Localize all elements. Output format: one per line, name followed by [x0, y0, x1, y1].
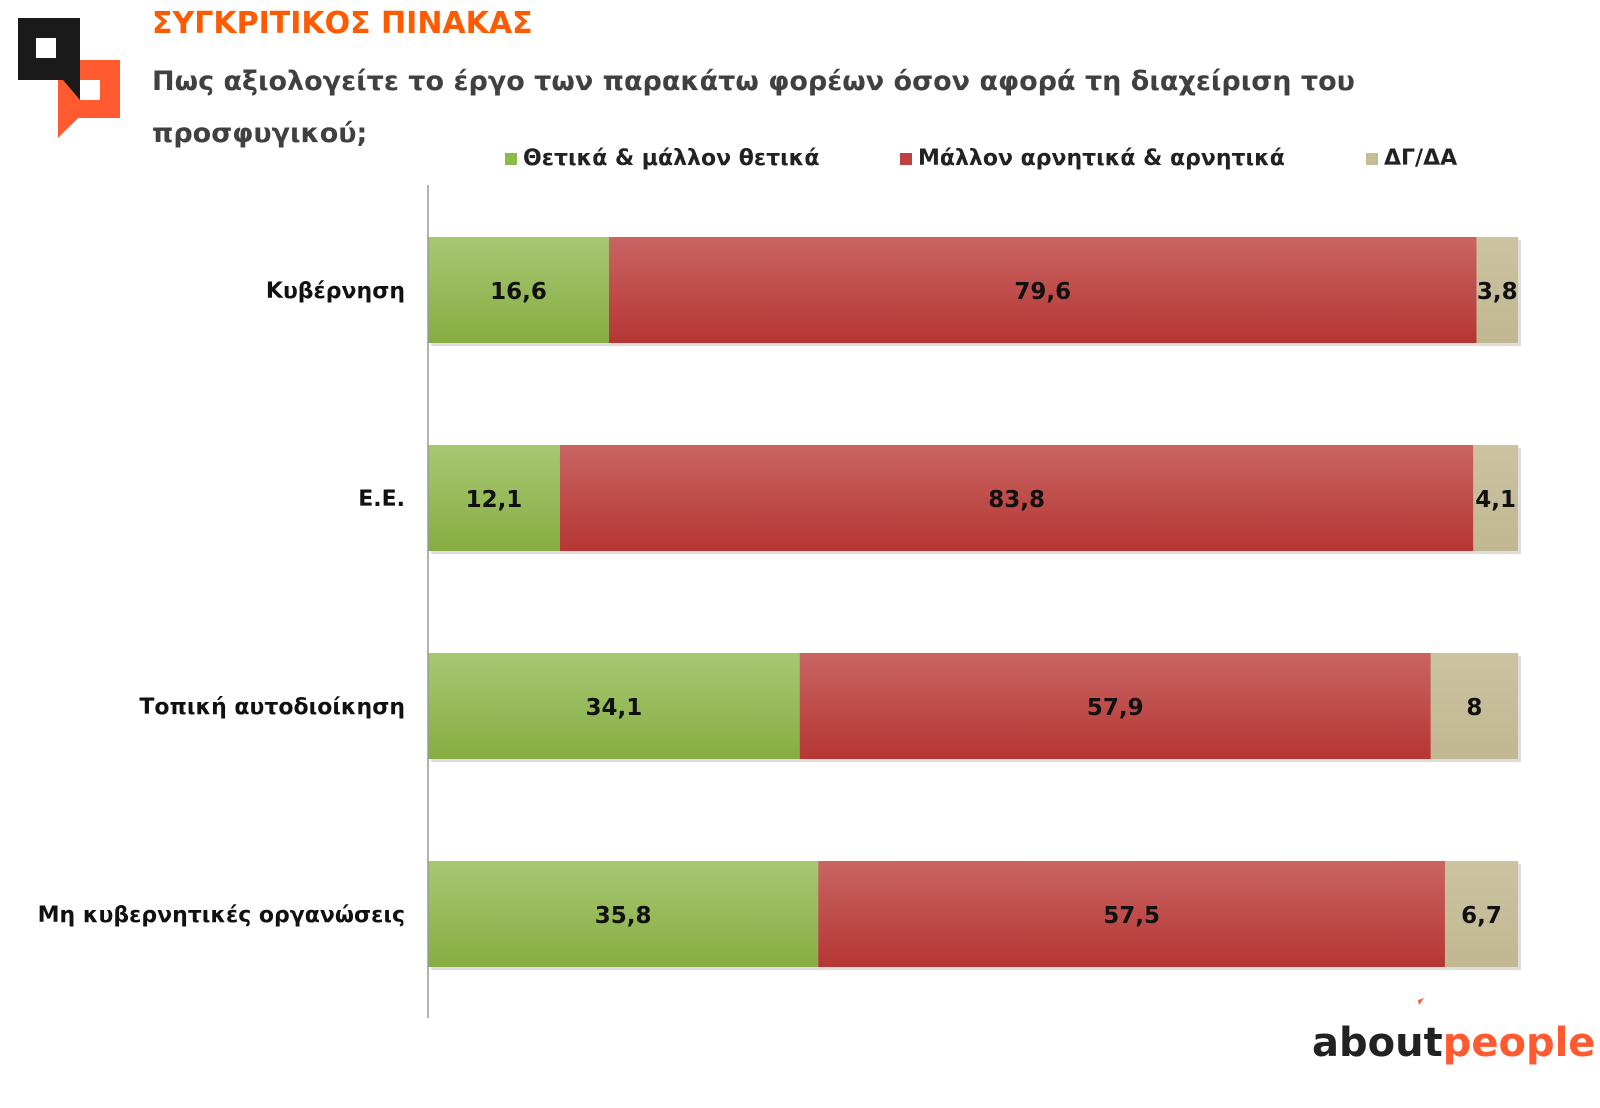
bar-segment [428, 445, 560, 551]
bar-segment [1430, 653, 1518, 759]
data-label: 6,7 [1461, 903, 1502, 929]
bar-segment [1476, 237, 1518, 343]
legend-label: ΔΓ/ΔΑ [1384, 146, 1458, 171]
page-subtitle: Πως αξιολογείτε το έργο των παρακάτω φορ… [152, 66, 1355, 149]
bar-segment [428, 237, 609, 343]
brand-logo-icon [18, 18, 120, 138]
category-label: Ε.Ε. [358, 487, 405, 512]
bar-segment [799, 653, 1431, 759]
data-label: 57,9 [1087, 695, 1144, 721]
legend-item-positive: Θετικά & μάλλον θετικά [505, 146, 819, 171]
data-label: 8 [1466, 695, 1482, 721]
page-title: ΣΥΓΚΡΙΤΙΚΟΣ ΠΙΝΑΚΑΣ [152, 6, 533, 41]
data-label: 79,6 [1014, 279, 1071, 305]
chart-legend: Θετικά & μάλλον θετικά Μάλλον αρνητικά &… [0, 146, 1600, 176]
bar-segment [428, 653, 800, 759]
data-label: 3,8 [1477, 279, 1518, 305]
bar-segment [1473, 445, 1518, 551]
brand-mark-icon [1418, 998, 1424, 1005]
data-label: 34,1 [585, 695, 642, 721]
category-label: Τοπική αυτοδιοίκηση [139, 695, 405, 720]
data-label: 4,1 [1475, 487, 1516, 513]
legend-item-dk: ΔΓ/ΔΑ [1366, 146, 1457, 171]
brand-wordmark: aboutpeople [1312, 1020, 1595, 1066]
data-label: 16,6 [490, 279, 547, 305]
brand-part2: people [1442, 1020, 1596, 1066]
legend-item-negative: Μάλλον αρνητικά & αρνητικά [900, 146, 1285, 171]
bar-segment [608, 237, 1477, 343]
legend-label: Θετικά & μάλλον θετικά [523, 146, 820, 171]
legend-swatch [1366, 152, 1378, 165]
data-label: 35,8 [595, 903, 652, 929]
bar-segment [1444, 861, 1518, 967]
brand-part1: about [1312, 1020, 1443, 1066]
bar-segment [428, 861, 819, 967]
legend-swatch [900, 152, 912, 165]
data-label: 83,8 [988, 487, 1045, 513]
data-label: 57,5 [1103, 903, 1160, 929]
data-label: 12,1 [466, 487, 523, 513]
bar-segment [559, 445, 1474, 551]
legend-label: Μάλλον αρνητικά & αρνητικά [918, 146, 1285, 171]
legend-swatch [505, 152, 517, 165]
category-label: Μη κυβερνητικές οργανώσεις [38, 903, 405, 928]
category-label: Κυβέρνηση [266, 279, 405, 304]
bar-segment [818, 861, 1445, 967]
